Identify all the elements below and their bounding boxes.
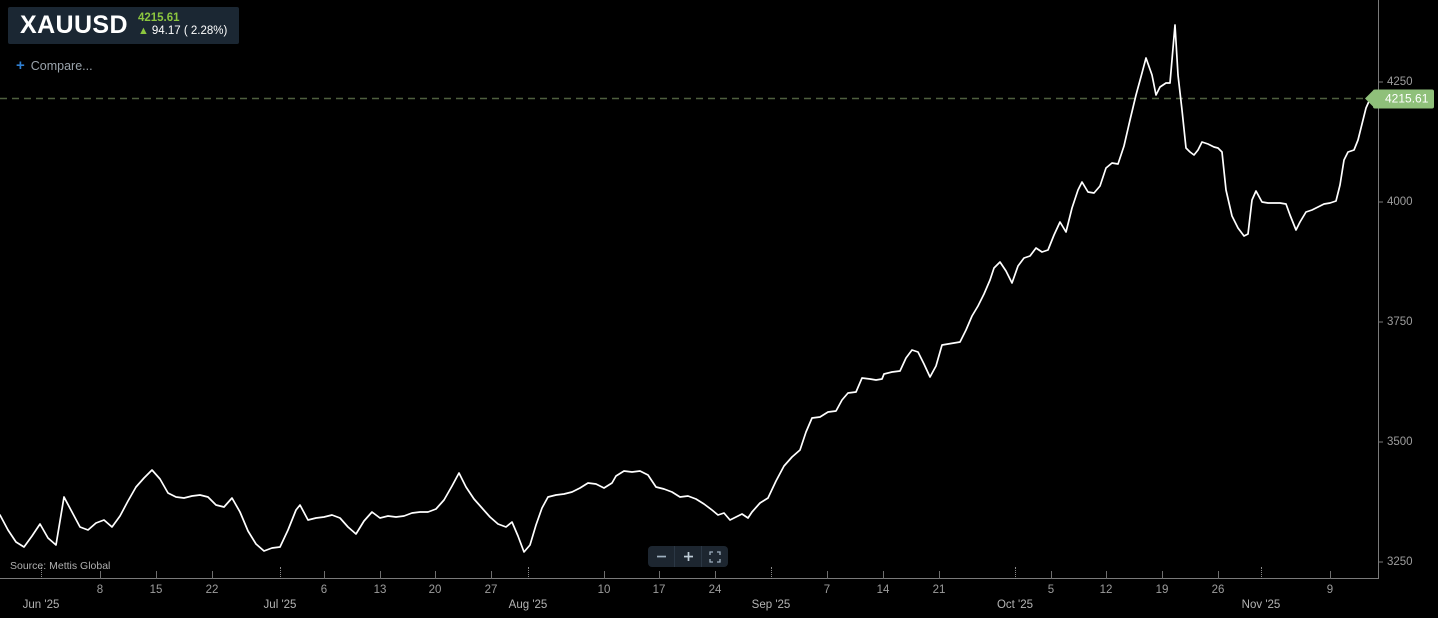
- time-tick-label: 13: [373, 584, 387, 596]
- time-tick-label: Sep '25: [751, 599, 791, 611]
- price-tick-mark: [1379, 561, 1383, 563]
- fullscreen-button[interactable]: [701, 546, 728, 567]
- price-chart-plot[interactable]: [0, 0, 1379, 579]
- time-tick-mark: [883, 571, 884, 579]
- price-tick-label: 4250: [1387, 76, 1413, 88]
- time-tick-mark: [604, 571, 605, 579]
- fullscreen-icon: [709, 550, 721, 563]
- time-tick-mark: [435, 571, 436, 579]
- time-tick-mark: [1330, 571, 1331, 579]
- price-tick-label: 3750: [1387, 316, 1413, 328]
- zoom-out-button[interactable]: [648, 546, 674, 567]
- price-line-svg: [0, 0, 1379, 579]
- time-tick-label: 10: [597, 584, 611, 596]
- zoom-toolbar[interactable]: [648, 546, 728, 567]
- compare-button[interactable]: + Compare...: [16, 58, 93, 73]
- zoom-in-button[interactable]: [674, 546, 701, 567]
- time-tick-label: 17: [652, 584, 666, 596]
- time-tick-label: 15: [149, 584, 163, 596]
- time-tick-label: 20: [428, 584, 442, 596]
- time-tick-mark: [528, 567, 530, 579]
- time-tick-mark: [491, 571, 492, 579]
- time-tick-label: 5: [1047, 584, 1055, 596]
- time-tick-label: 7: [823, 584, 831, 596]
- current-price-badge: 4215.61: [1364, 89, 1435, 108]
- minus-icon: [656, 555, 666, 558]
- time-tick-mark: [280, 567, 282, 579]
- price-change-row: ▲ 94.17 ( 2.28%): [138, 25, 227, 38]
- time-tick-mark: [939, 571, 940, 579]
- price-change-value: 94.17 ( 2.28%): [151, 25, 228, 38]
- plus-icon: +: [16, 57, 25, 74]
- quote-badge[interactable]: XAUUSD 4215.61 ▲ 94.17 ( 2.28%): [8, 7, 240, 45]
- quote-values: 4215.61 ▲ 94.17 ( 2.28%): [138, 12, 227, 38]
- time-tick-mark: [659, 571, 660, 579]
- time-tick-mark: [771, 567, 773, 579]
- price-series-line: [0, 24, 1375, 553]
- time-tick-label: 26: [1211, 584, 1225, 596]
- time-tick-mark: [1106, 571, 1107, 579]
- time-tick-mark: [212, 571, 213, 579]
- time-tick-label: 27: [484, 584, 498, 596]
- time-tick-label: 22: [205, 584, 219, 596]
- time-tick-mark: [827, 571, 828, 579]
- time-tick-mark: [1015, 567, 1017, 579]
- time-tick-label: 21: [932, 584, 946, 596]
- price-tick-label: 3500: [1387, 436, 1413, 448]
- symbol-label: XAUUSD: [20, 10, 128, 39]
- price-tick-mark: [1379, 201, 1383, 203]
- time-tick-mark: [380, 571, 381, 579]
- time-tick-label: Jun '25: [22, 599, 60, 611]
- time-tick-label: 14: [876, 584, 890, 596]
- price-tick-label: 3250: [1387, 556, 1413, 568]
- price-tick-label: 4000: [1387, 196, 1413, 208]
- time-tick-mark: [1218, 571, 1219, 579]
- time-tick-mark: [41, 567, 43, 579]
- price-tick-mark: [1379, 321, 1383, 323]
- time-tick-mark: [715, 571, 716, 579]
- plus-icon: [683, 552, 693, 561]
- time-tick-mark: [1261, 567, 1263, 579]
- compare-label: Compare...: [30, 58, 93, 73]
- time-tick-mark: [156, 571, 157, 579]
- time-tick-label: 6: [320, 584, 328, 596]
- time-tick-label: Jul '25: [263, 599, 297, 611]
- time-axis[interactable]: Jun '25 8 15 22 Jul '25 6 13 20 27 Aug '25 10 17 24 S…: [0, 567, 1379, 618]
- time-tick-mark: [1162, 571, 1163, 579]
- price-tick-mark: [1379, 441, 1383, 443]
- price-tick-mark: [1379, 81, 1383, 83]
- time-tick-label: Oct '25: [996, 599, 1034, 611]
- time-tick-label: Aug '25: [508, 599, 548, 611]
- source-note: Source: Mettis Global: [10, 560, 111, 572]
- current-price-value: 4215.61: [1385, 91, 1429, 106]
- time-tick-mark: [324, 571, 325, 579]
- time-tick-label: 24: [708, 584, 722, 596]
- time-tick-label: 9: [1326, 584, 1334, 596]
- time-tick-label: 12: [1099, 584, 1113, 596]
- price-axis[interactable]: 4215.61 3250 3500 3750 4000 4250: [1364, 0, 1438, 579]
- time-tick-mark: [100, 571, 101, 579]
- arrow-up-icon: ▲: [137, 25, 149, 38]
- time-tick-label: Nov '25: [1241, 599, 1281, 611]
- time-tick-mark: [1051, 571, 1052, 579]
- last-price: 4215.61: [137, 12, 180, 24]
- time-tick-label: 19: [1155, 584, 1169, 596]
- time-tick-label: 8: [96, 584, 104, 596]
